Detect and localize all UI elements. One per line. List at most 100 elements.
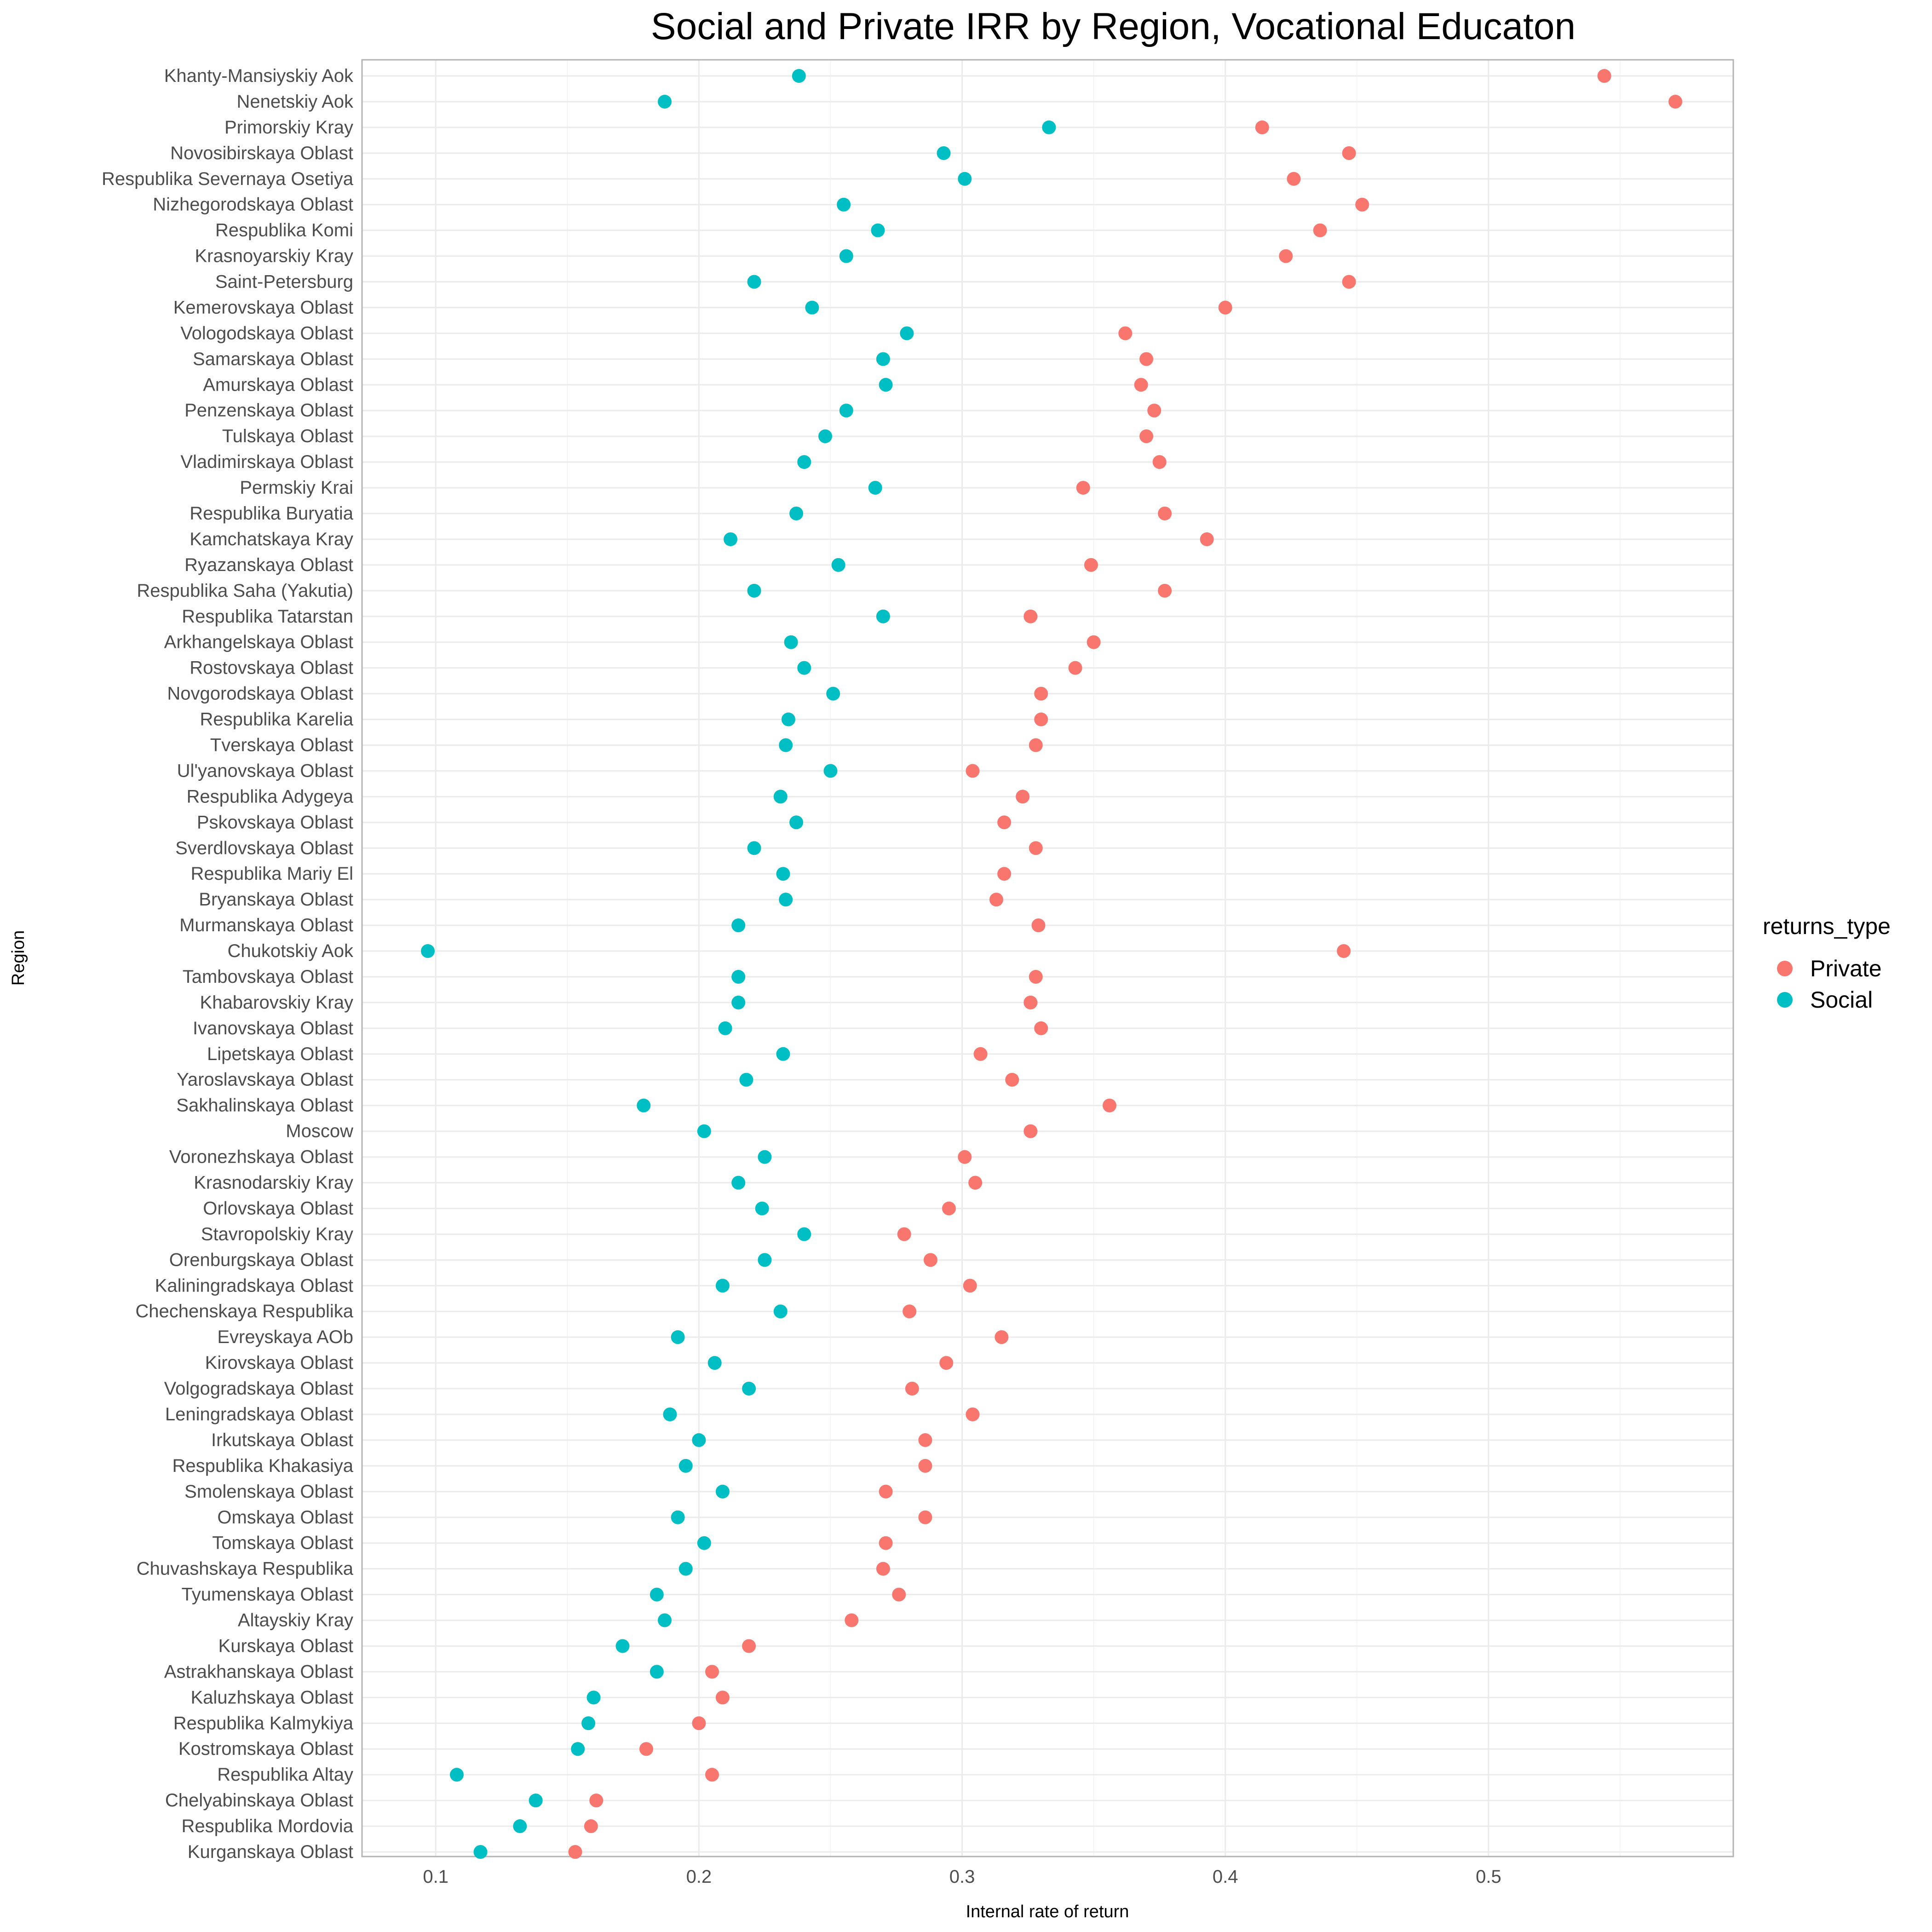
x-tick-label: 0.5 bbox=[1476, 1867, 1501, 1887]
y-tick-label: Respublika Mariy El bbox=[191, 864, 353, 884]
point-social bbox=[937, 146, 951, 160]
point-social bbox=[715, 1484, 730, 1499]
point-private bbox=[997, 815, 1012, 830]
y-tick-label: Tverskaya Oblast bbox=[210, 735, 353, 755]
point-private bbox=[1102, 1098, 1116, 1113]
y-tick-label: Moscow bbox=[286, 1121, 353, 1142]
point-private bbox=[958, 1150, 972, 1164]
point-social bbox=[758, 1150, 772, 1164]
y-tick-label: Chuvashskaya Respublika bbox=[137, 1559, 354, 1579]
point-social bbox=[739, 1073, 753, 1087]
point-social bbox=[797, 661, 811, 675]
y-tick-label: Pskovskaya Oblast bbox=[197, 812, 353, 832]
point-social bbox=[571, 1742, 585, 1756]
point-social bbox=[789, 815, 804, 830]
y-tick-label: Arkhangelskaya Oblast bbox=[164, 632, 353, 652]
y-tick-label: Novgorodskaya Oblast bbox=[167, 684, 353, 704]
y-tick-label: Kurganskaya Oblast bbox=[188, 1842, 353, 1862]
point-social bbox=[797, 1227, 811, 1241]
point-private bbox=[1134, 378, 1148, 392]
y-tick-label: Volgogradskaya Oblast bbox=[164, 1378, 353, 1399]
point-social bbox=[742, 1382, 756, 1396]
legend-label-social: Social bbox=[1810, 987, 1873, 1013]
point-private bbox=[918, 1433, 932, 1447]
x-tick-label: 0.2 bbox=[686, 1867, 712, 1887]
point-social bbox=[879, 378, 893, 392]
point-private bbox=[1016, 790, 1030, 804]
point-social bbox=[958, 172, 972, 186]
point-private bbox=[1279, 249, 1293, 263]
point-private bbox=[1034, 686, 1048, 701]
point-private bbox=[1337, 944, 1351, 958]
point-private bbox=[879, 1484, 893, 1499]
point-social bbox=[837, 197, 851, 212]
point-social bbox=[731, 1176, 746, 1190]
point-private bbox=[1218, 300, 1232, 315]
point-private bbox=[1668, 94, 1683, 109]
point-social bbox=[650, 1587, 664, 1602]
legend-title: returns_type bbox=[1763, 913, 1891, 939]
y-tick-label: Kostromskaya Oblast bbox=[178, 1739, 353, 1759]
point-private bbox=[1034, 712, 1048, 727]
point-social bbox=[871, 223, 885, 237]
y-tick-label: Kurskaya Oblast bbox=[218, 1636, 353, 1656]
point-social bbox=[697, 1124, 711, 1138]
point-private bbox=[1139, 352, 1154, 366]
point-social bbox=[779, 738, 793, 752]
point-private bbox=[997, 867, 1012, 881]
plot-panel bbox=[361, 59, 1734, 1857]
y-tick-label: Respublika Khakasiya bbox=[172, 1456, 353, 1476]
y-tick-label: Khanty-Mansiyskiy Aok bbox=[164, 66, 354, 86]
y-tick-label: Penzenskaya Oblast bbox=[184, 400, 353, 421]
y-tick-label: Chechenskaya Respublika bbox=[135, 1301, 353, 1321]
y-tick-label: Chelyabinskaya Oblast bbox=[165, 1790, 353, 1811]
y-tick-label: Nizhegorodskaya Oblast bbox=[153, 195, 353, 215]
point-social bbox=[449, 1768, 464, 1782]
y-tick-label: Voronezhskaya Oblast bbox=[169, 1147, 353, 1167]
point-social bbox=[671, 1510, 685, 1524]
point-private bbox=[1342, 146, 1356, 160]
point-private bbox=[918, 1459, 932, 1473]
point-private bbox=[923, 1253, 937, 1267]
y-tick-label: Nenetskiy Aok bbox=[237, 92, 354, 112]
point-private bbox=[942, 1201, 956, 1216]
point-social bbox=[839, 404, 853, 418]
point-social bbox=[663, 1407, 677, 1421]
y-tick-label: Respublika Kalmykiya bbox=[173, 1713, 354, 1733]
point-social bbox=[773, 1304, 788, 1319]
point-private bbox=[1118, 326, 1133, 340]
point-private bbox=[879, 1536, 893, 1550]
x-axis-title: Internal rate of return bbox=[966, 1902, 1129, 1921]
point-social bbox=[657, 1613, 672, 1627]
y-tick-label: Sakhalinskaya Oblast bbox=[176, 1096, 353, 1116]
y-tick-label: Vladimirskaya Oblast bbox=[180, 452, 353, 472]
point-social bbox=[792, 69, 806, 83]
point-social bbox=[747, 841, 761, 855]
point-social bbox=[818, 429, 833, 444]
y-tick-label: Bryanskaya Oblast bbox=[199, 889, 353, 910]
y-tick-label: Ryazanskaya Oblast bbox=[184, 555, 353, 575]
point-private bbox=[1152, 455, 1167, 469]
y-tick-label: Kemerovskaya Oblast bbox=[173, 297, 353, 317]
point-private bbox=[584, 1819, 598, 1834]
point-social bbox=[731, 995, 746, 1009]
point-social bbox=[586, 1690, 601, 1705]
y-tick-label: Yaroslavskaya Oblast bbox=[177, 1070, 353, 1090]
y-tick-label: Murmanskaya Oblast bbox=[179, 915, 353, 935]
y-tick-label: Kirovskaya Oblast bbox=[205, 1353, 353, 1373]
point-social bbox=[715, 1279, 730, 1293]
y-tick-label: Ul'yanovskaya Oblast bbox=[177, 761, 353, 781]
point-social bbox=[776, 867, 790, 881]
data-points bbox=[421, 69, 1683, 1859]
legend-label-private: Private bbox=[1810, 956, 1882, 981]
y-tick-label: Lipetskaya Oblast bbox=[207, 1044, 353, 1064]
point-social bbox=[513, 1819, 527, 1834]
y-tick-label: Primorskiy Kray bbox=[224, 117, 353, 138]
point-social bbox=[692, 1433, 706, 1447]
legend-key-social bbox=[1777, 992, 1793, 1008]
point-private bbox=[1287, 172, 1301, 186]
point-private bbox=[715, 1690, 730, 1705]
point-social bbox=[797, 455, 811, 469]
y-tick-label: Krasnodarskiy Kray bbox=[194, 1173, 353, 1193]
point-private bbox=[989, 893, 1003, 907]
